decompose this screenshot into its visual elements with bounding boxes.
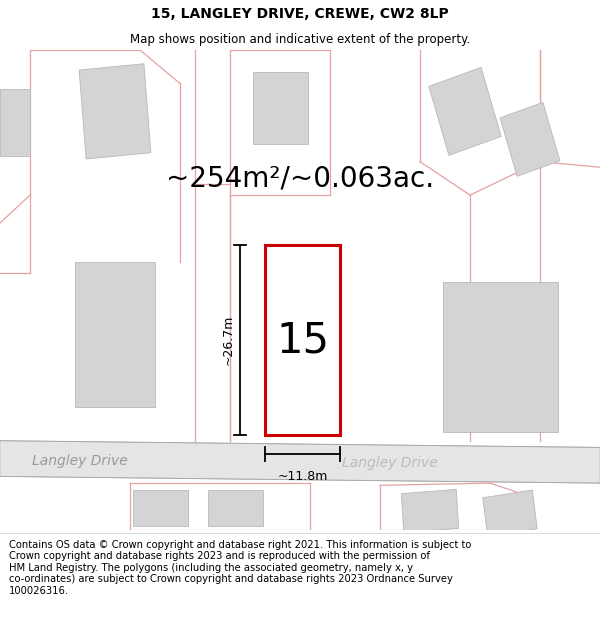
Polygon shape [0, 441, 600, 483]
Bar [253, 72, 308, 144]
Text: Langley Drive: Langley Drive [342, 456, 438, 470]
Polygon shape [265, 246, 340, 435]
Bar [79, 64, 151, 159]
Text: Contains OS data © Crown copyright and database right 2021. This information is : Contains OS data © Crown copyright and d… [9, 539, 472, 596]
Bar [0, 89, 30, 156]
Bar [500, 102, 560, 176]
Bar [133, 490, 187, 526]
Bar [401, 489, 458, 532]
Text: Langley Drive: Langley Drive [32, 454, 128, 468]
Text: ~254m²/~0.063ac.: ~254m²/~0.063ac. [166, 164, 434, 192]
Bar [443, 282, 557, 432]
Text: ~11.8m: ~11.8m [277, 470, 328, 482]
Bar [208, 490, 263, 526]
Text: 15: 15 [276, 319, 329, 361]
Bar [483, 490, 537, 536]
Text: Map shows position and indicative extent of the property.: Map shows position and indicative extent… [130, 32, 470, 46]
Text: 15, LANGLEY DRIVE, CREWE, CW2 8LP: 15, LANGLEY DRIVE, CREWE, CW2 8LP [151, 8, 449, 21]
Text: ~26.7m: ~26.7m [221, 315, 235, 366]
Bar [75, 262, 155, 408]
Bar [429, 68, 501, 156]
